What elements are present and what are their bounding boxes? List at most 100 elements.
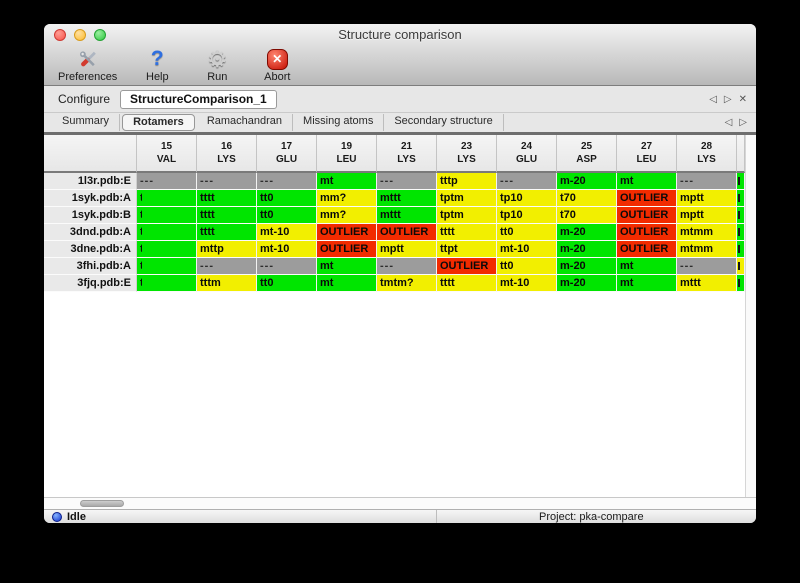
rotamer-cell[interactable]: OUTLIER: [617, 207, 677, 224]
rotamer-cell[interactable]: ttpt: [437, 241, 497, 258]
rotamer-cell[interactable]: ---: [677, 173, 737, 190]
rotamer-cell[interactable]: OUTLIER: [317, 224, 377, 241]
rotamer-cell[interactable]: tt0: [257, 190, 317, 207]
rotamer-cell[interactable]: tptm: [437, 207, 497, 224]
horizontal-scrollbar-thumb[interactable]: [80, 500, 124, 507]
rotamer-cell[interactable]: mt: [317, 258, 377, 275]
horizontal-scrollbar[interactable]: [44, 497, 756, 509]
rotamer-cell[interactable]: OUTLIER: [317, 241, 377, 258]
rotamer-cell[interactable]: tp10: [497, 207, 557, 224]
rotamer-cell[interactable]: tttt: [197, 224, 257, 241]
rotamer-cell[interactable]: tt0: [257, 275, 317, 292]
rotamer-cell-partial[interactable]: [737, 173, 745, 190]
rotamer-cell[interactable]: OUTLIER: [617, 224, 677, 241]
close-window-button[interactable]: [54, 29, 66, 41]
rotamer-cell[interactable]: m-20: [557, 241, 617, 258]
rotamer-cell[interactable]: tttt: [197, 207, 257, 224]
prev-view-icon[interactable]: ◁: [709, 93, 717, 105]
zoom-window-button[interactable]: [94, 29, 106, 41]
rotamer-cell[interactable]: mt-10: [497, 275, 557, 292]
vertical-scrollbar[interactable]: [745, 135, 756, 497]
rotamer-cell[interactable]: tt0: [497, 258, 557, 275]
rotamer-cell[interactable]: tt0: [497, 224, 557, 241]
rotamer-cell-partial[interactable]: [737, 258, 745, 275]
rotamer-cell-partial[interactable]: [737, 207, 745, 224]
rotamer-cell[interactable]: mt: [317, 173, 377, 190]
rotamer-cell[interactable]: tptm: [437, 190, 497, 207]
rotamer-cell-partial[interactable]: [737, 190, 745, 207]
rotamer-cell[interactable]: tttm: [197, 275, 257, 292]
rotamer-cell[interactable]: t: [137, 241, 197, 258]
rotamer-cell[interactable]: t70: [557, 190, 617, 207]
help-button[interactable]: ? Help: [137, 47, 177, 84]
rotamer-cell[interactable]: OUTLIER: [617, 241, 677, 258]
rotamer-cell[interactable]: mttp: [197, 241, 257, 258]
abort-button[interactable]: ✕ Abort: [257, 47, 297, 83]
window-title: Structure comparison: [338, 27, 462, 42]
rotamer-cell[interactable]: ---: [137, 173, 197, 190]
close-view-icon[interactable]: ✕: [738, 93, 747, 105]
rotamer-cell-partial[interactable]: [737, 275, 745, 292]
rotamer-cell[interactable]: mm?: [317, 190, 377, 207]
window-chrome: Structure comparison Preferences ? Help ⚙ Ru…: [44, 24, 756, 86]
rotamer-cell[interactable]: m-20: [557, 275, 617, 292]
tab-next-icon[interactable]: ▷: [739, 117, 747, 128]
rotamer-cell[interactable]: mt: [317, 275, 377, 292]
rotamer-cell[interactable]: mttt: [677, 275, 737, 292]
rotamer-cell[interactable]: tttt: [197, 190, 257, 207]
rotamer-cell[interactable]: OUTLIER: [617, 190, 677, 207]
rotamer-cell[interactable]: mtmm: [677, 224, 737, 241]
tab-rotamers[interactable]: Rotamers: [122, 114, 195, 131]
rotamer-cell[interactable]: ---: [197, 173, 257, 190]
rotamer-cell[interactable]: tttp: [437, 173, 497, 190]
rotamer-cell[interactable]: ---: [257, 173, 317, 190]
rotamer-cell[interactable]: mt-10: [257, 241, 317, 258]
tab-secondary-structure[interactable]: Secondary structure: [384, 114, 504, 131]
rotamer-cell[interactable]: tmtm?: [377, 275, 437, 292]
rotamer-cell[interactable]: m-20: [557, 258, 617, 275]
configure-name-field[interactable]: StructureComparison_1: [120, 89, 277, 109]
rotamer-cell[interactable]: tp10: [497, 190, 557, 207]
rotamer-cell[interactable]: ---: [677, 258, 737, 275]
rotamer-cell[interactable]: mttt: [377, 207, 437, 224]
rotamer-cell[interactable]: ---: [257, 258, 317, 275]
rotamer-cell[interactable]: mptt: [677, 207, 737, 224]
rotamer-cell[interactable]: mt-10: [257, 224, 317, 241]
rotamer-cell[interactable]: tttt: [437, 275, 497, 292]
rotamer-cell[interactable]: mt: [617, 258, 677, 275]
rotamer-cell[interactable]: mptt: [377, 241, 437, 258]
preferences-button[interactable]: Preferences: [58, 47, 117, 83]
rotamer-cell[interactable]: mm?: [317, 207, 377, 224]
run-button[interactable]: ⚙ Run: [197, 47, 237, 84]
rotamer-cell[interactable]: m-20: [557, 224, 617, 241]
rotamer-cell[interactable]: mt-10: [497, 241, 557, 258]
rotamer-cell[interactable]: t: [137, 224, 197, 241]
rotamer-cell[interactable]: t: [137, 258, 197, 275]
rotamer-cell[interactable]: t70: [557, 207, 617, 224]
next-view-icon[interactable]: ▷: [723, 93, 732, 105]
rotamer-cell[interactable]: ---: [377, 173, 437, 190]
rotamer-cell[interactable]: tt0: [257, 207, 317, 224]
rotamer-cell[interactable]: mttt: [377, 190, 437, 207]
rotamer-cell[interactable]: mptt: [677, 190, 737, 207]
tab-missing-atoms[interactable]: Missing atoms: [293, 114, 385, 131]
rotamer-cell[interactable]: t: [137, 190, 197, 207]
rotamer-cell-partial[interactable]: [737, 241, 745, 258]
rotamer-cell[interactable]: mt: [617, 173, 677, 190]
rotamer-cell[interactable]: mtmm: [677, 241, 737, 258]
rotamer-cell[interactable]: t: [137, 207, 197, 224]
rotamer-cell[interactable]: m-20: [557, 173, 617, 190]
rotamer-cell[interactable]: mt: [617, 275, 677, 292]
minimize-window-button[interactable]: [74, 29, 86, 41]
rotamer-cell[interactable]: tttt: [437, 224, 497, 241]
tab-ramachandran[interactable]: Ramachandran: [197, 114, 294, 131]
rotamer-cell[interactable]: ---: [197, 258, 257, 275]
rotamer-cell[interactable]: ---: [497, 173, 557, 190]
rotamer-cell[interactable]: t: [137, 275, 197, 292]
rotamer-cell[interactable]: OUTLIER: [377, 224, 437, 241]
tab-prev-icon[interactable]: ◁: [724, 117, 733, 128]
rotamer-cell-partial[interactable]: [737, 224, 745, 241]
tab-summary[interactable]: Summary: [52, 114, 121, 131]
rotamer-cell[interactable]: ---: [377, 258, 437, 275]
rotamer-cell[interactable]: OUTLIER: [437, 258, 497, 275]
